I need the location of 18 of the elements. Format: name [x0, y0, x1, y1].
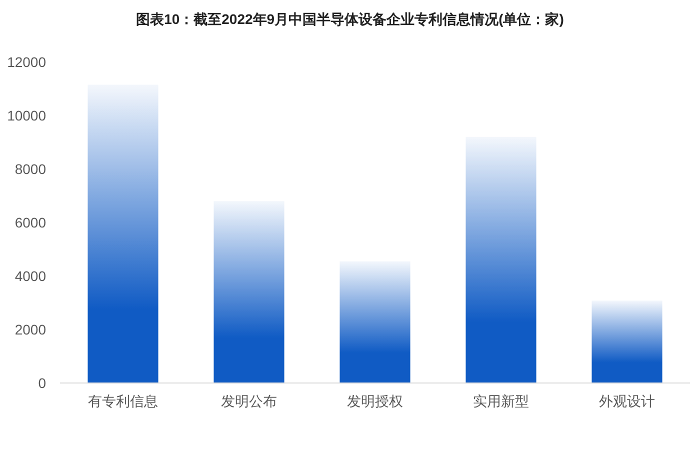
- x-tick-label: 实用新型: [473, 393, 529, 409]
- y-tick-label: 6000: [14, 214, 46, 230]
- bar: [466, 136, 536, 383]
- chart-title: 图表10：截至2022年9月中国半导体设备企业专利信息情况(单位：家): [136, 11, 564, 27]
- y-tick-label: 2000: [14, 322, 46, 338]
- bar: [592, 300, 662, 383]
- bar: [214, 201, 284, 383]
- y-tick-label: 0: [38, 375, 46, 391]
- x-tick-label: 外观设计: [599, 393, 655, 409]
- bar: [340, 261, 410, 383]
- y-tick-label: 4000: [14, 268, 46, 284]
- y-tick-label: 10000: [7, 108, 46, 124]
- y-tick-label: 8000: [14, 161, 46, 177]
- x-tick-label: 发明公布: [221, 393, 277, 409]
- y-tick-label: 12000: [7, 54, 46, 70]
- bar: [88, 84, 158, 383]
- x-tick-label: 有专利信息: [88, 393, 158, 409]
- x-tick-label: 发明授权: [347, 393, 403, 409]
